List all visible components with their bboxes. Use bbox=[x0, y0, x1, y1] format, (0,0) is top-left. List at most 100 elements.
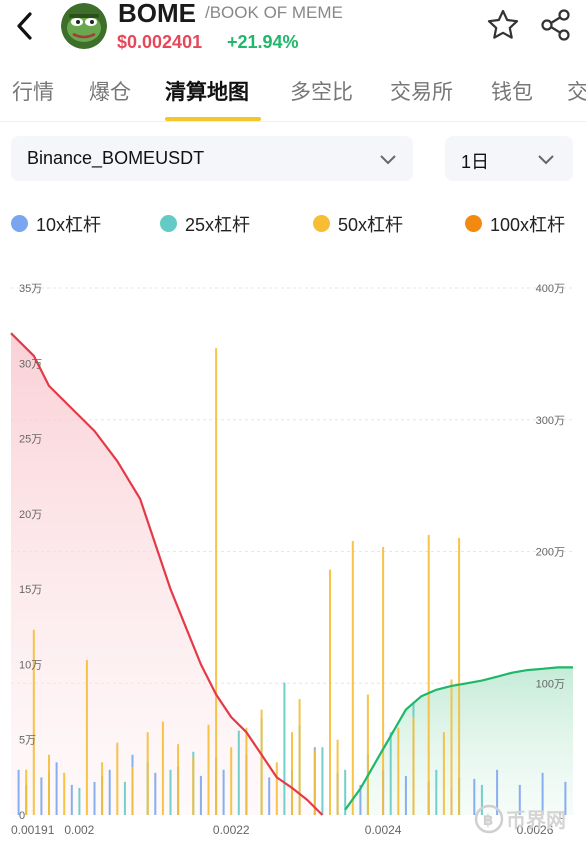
liquidation-bar bbox=[222, 769, 225, 815]
y-left-tick-label: 5万 bbox=[19, 735, 36, 747]
y-right-tick-label: 0 bbox=[559, 810, 565, 822]
liquidation-map-chart[interactable]: 0 100万 200万 300万 400万 0 5万 10万 15万 20万 25万 30万 35万 0.… bbox=[0, 270, 586, 849]
active-tab-indicator bbox=[165, 117, 261, 121]
liquidation-bar bbox=[344, 769, 347, 815]
y-left-tick-label: 15万 bbox=[19, 584, 42, 596]
watermark: ฿ 币界网 bbox=[474, 804, 566, 834]
x-tick-label: 0.0024 bbox=[365, 823, 402, 837]
liquidation-bar bbox=[192, 757, 195, 815]
legend-dot bbox=[11, 215, 28, 232]
y-left-tick-label: 25万 bbox=[19, 434, 42, 446]
liquidation-bar bbox=[480, 784, 483, 815]
legend-dot bbox=[465, 215, 482, 232]
x-tick-label: 0.0022 bbox=[213, 823, 250, 837]
tab-wallet[interactable]: 钱包 bbox=[491, 81, 533, 104]
liquidation-bar bbox=[458, 537, 461, 815]
liquidation-bar bbox=[161, 721, 164, 815]
liquidation-bar bbox=[435, 769, 438, 815]
liquidation-bar bbox=[85, 659, 88, 815]
watermark-logo-icon bbox=[474, 804, 504, 834]
liquidation-bar bbox=[298, 699, 301, 815]
period-select[interactable]: 1日 bbox=[445, 136, 573, 181]
y-left-tick-label: 30万 bbox=[19, 358, 42, 370]
legend-label: 100x杠杆 bbox=[490, 215, 566, 235]
trading-pair-select[interactable]: Binance_BOMEUSDT bbox=[11, 136, 413, 181]
watermark-text: 币界网 bbox=[506, 809, 566, 832]
coin-price: $0.002401 bbox=[117, 32, 203, 52]
liquidation-bar bbox=[93, 781, 96, 815]
liquidation-bar bbox=[70, 784, 73, 815]
trading-pair-value: Binance_BOMEUSDT bbox=[27, 148, 205, 168]
liquidation-bar bbox=[404, 775, 407, 815]
chevron-down-icon bbox=[380, 155, 396, 165]
liquidation-bar bbox=[397, 727, 400, 815]
liquidation-bar bbox=[63, 772, 66, 815]
liquidation-bar bbox=[313, 750, 316, 815]
liquidation-bar bbox=[32, 629, 35, 815]
y-left-tick-label: 0 bbox=[19, 810, 25, 822]
liquidation-bar bbox=[283, 682, 286, 815]
tab-exchanges[interactable]: 交易所 bbox=[390, 81, 453, 104]
liquidation-bar bbox=[199, 775, 202, 815]
liquidation-bar bbox=[101, 762, 104, 815]
liquidation-bar bbox=[442, 732, 445, 815]
short-liquidation-area bbox=[11, 333, 323, 815]
legend-label: 50x杠杆 bbox=[338, 215, 404, 235]
axis-labels: 0 100万 200万 300万 400万 0 5万 10万 15万 20万 25万 30万 35万 0.… bbox=[11, 283, 565, 837]
liquidation-bar bbox=[215, 348, 218, 815]
liquidation-bar bbox=[564, 781, 567, 815]
liquidation-bar bbox=[237, 730, 240, 815]
liquidation-bar bbox=[230, 747, 233, 815]
share-icon[interactable] bbox=[539, 8, 573, 42]
back-icon[interactable] bbox=[10, 8, 42, 44]
liquidation-bar bbox=[25, 769, 28, 815]
coin-avatar bbox=[61, 3, 107, 49]
header: BOME /BOOK OF MEME $0.002401 +21.94% bbox=[0, 0, 586, 58]
liquidation-bar bbox=[169, 769, 172, 815]
coin-symbol: BOME bbox=[118, 0, 196, 28]
tab-bar: 行情 爆仓 清算地图 多空比 交易所 钱包 交 bbox=[0, 64, 586, 122]
liquidation-bar bbox=[427, 534, 430, 815]
liquidation-bar bbox=[116, 742, 119, 815]
liquidation-bar bbox=[55, 762, 58, 815]
y-right-tick-label: 300万 bbox=[536, 415, 565, 427]
legend-dot bbox=[313, 215, 330, 232]
tab-liquidations[interactable]: 爆仓 bbox=[89, 81, 131, 104]
period-value: 1日 bbox=[461, 152, 490, 172]
x-tick-label: 0.0026 bbox=[517, 823, 554, 837]
liquidation-bars bbox=[17, 348, 567, 815]
liquidation-bar bbox=[359, 784, 362, 815]
tab-trading[interactable]: 交 bbox=[567, 81, 586, 104]
chart-legend: 10x杠杆 25x杠杆 50x杠杆 100x杠杆 bbox=[0, 208, 586, 238]
liquidation-bar bbox=[366, 694, 369, 815]
liquidation-bar bbox=[382, 547, 385, 815]
tab-market[interactable]: 行情 bbox=[12, 81, 54, 104]
liquidation-bar bbox=[329, 569, 331, 815]
y-left-tick-label: 20万 bbox=[19, 509, 42, 521]
y-left-tick-label: 10万 bbox=[19, 659, 42, 671]
liquidation-bar bbox=[336, 739, 339, 815]
favorite-star-icon[interactable] bbox=[486, 8, 520, 42]
long-liquidation-line bbox=[344, 666, 573, 811]
liquidation-bar bbox=[268, 777, 271, 815]
liquidation-bar bbox=[108, 769, 111, 815]
liquidation-bar bbox=[146, 732, 149, 815]
tab-liquidation-map[interactable]: 清算地图 bbox=[165, 81, 249, 104]
tab-long-short-ratio[interactable]: 多空比 bbox=[290, 81, 353, 104]
liquidation-bar bbox=[518, 784, 521, 815]
chevron-down-icon bbox=[538, 155, 554, 165]
pepe-logo-icon bbox=[61, 3, 107, 49]
short-liquidation-line bbox=[10, 332, 324, 816]
cumulative-lines bbox=[10, 332, 573, 816]
liquidation-bar bbox=[450, 679, 453, 815]
watermark-logo-glyph: ฿ bbox=[483, 812, 493, 829]
legend-dot bbox=[160, 215, 177, 232]
liquidation-bar bbox=[78, 787, 81, 815]
price-change: +21.94% bbox=[227, 32, 299, 52]
liquidation-bar bbox=[473, 778, 476, 815]
liquidation-bar bbox=[412, 717, 415, 815]
y-left-tick-label: 35万 bbox=[19, 283, 42, 295]
coin-full-name: /BOOK OF MEME bbox=[205, 3, 343, 22]
liquidation-bar bbox=[245, 727, 248, 815]
liquidation-bar bbox=[541, 772, 544, 815]
